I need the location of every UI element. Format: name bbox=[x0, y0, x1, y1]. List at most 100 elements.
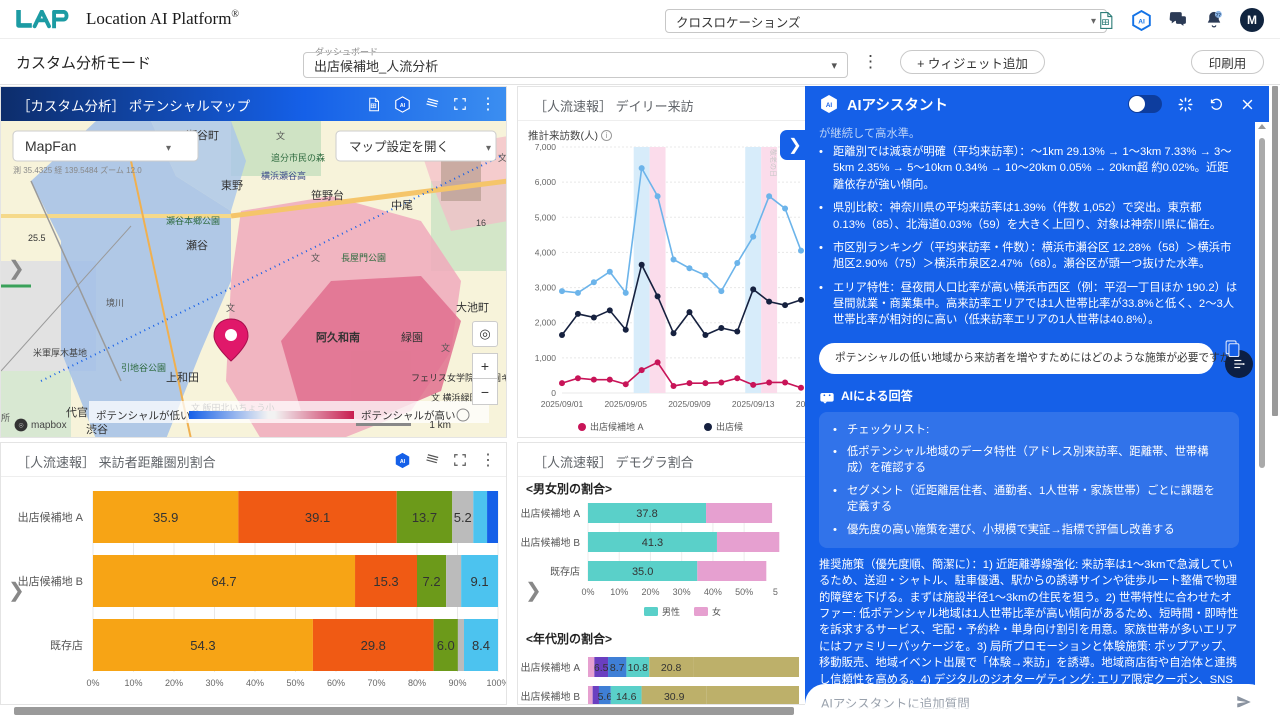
svg-text:5,000: 5,000 bbox=[535, 212, 557, 222]
svg-text:41.3: 41.3 bbox=[642, 537, 663, 549]
svg-text:阿久和南: 阿久和南 bbox=[316, 330, 360, 344]
svg-text:13.7: 13.7 bbox=[412, 510, 437, 525]
svg-text:文: 文 bbox=[441, 342, 450, 353]
svg-text:90%: 90% bbox=[448, 678, 466, 688]
svg-text:100%: 100% bbox=[486, 678, 507, 688]
svg-text:4,000: 4,000 bbox=[535, 247, 557, 257]
svg-text:2025/09/13: 2025/09/13 bbox=[732, 399, 775, 409]
svg-text:MapFan: MapFan bbox=[25, 138, 76, 154]
svg-text:16: 16 bbox=[476, 218, 486, 228]
svg-text:2,000: 2,000 bbox=[535, 318, 557, 328]
svg-text:測 35.4325 経 139.5484 ズーム 12.: 測 35.4325 経 139.5484 ズーム 12.0 bbox=[13, 165, 142, 175]
svg-text:出店候補地 B: 出店候補地 B bbox=[18, 574, 83, 588]
svg-text:中尾: 中尾 bbox=[391, 199, 413, 212]
svg-text:渋谷: 渋谷 bbox=[86, 423, 108, 436]
svg-text:所: 所 bbox=[1, 413, 10, 423]
svg-text:追分市民の森: 追分市民の森 bbox=[271, 152, 325, 163]
svg-text:35.0: 35.0 bbox=[632, 566, 653, 578]
svg-text:50%: 50% bbox=[735, 587, 753, 597]
svg-text:7,000: 7,000 bbox=[535, 142, 557, 152]
svg-text:代官: 代官 bbox=[66, 405, 88, 419]
svg-text:9.1: 9.1 bbox=[471, 574, 489, 589]
svg-text:米軍厚木基地: 米軍厚木基地 bbox=[33, 347, 87, 358]
svg-text:男性: 男性 bbox=[662, 606, 680, 617]
svg-text:39.1: 39.1 bbox=[305, 510, 330, 525]
svg-text:54.3: 54.3 bbox=[190, 638, 215, 653]
svg-text:30.9: 30.9 bbox=[664, 691, 685, 703]
svg-text:出店候補地 B: 出店候補地 B bbox=[521, 690, 581, 703]
svg-text:29.8: 29.8 bbox=[361, 638, 386, 653]
svg-text:既存店: 既存店 bbox=[550, 565, 580, 578]
svg-text:5.2: 5.2 bbox=[454, 510, 472, 525]
svg-text:10%: 10% bbox=[124, 678, 142, 688]
svg-text:文: 文 bbox=[498, 152, 506, 163]
svg-text:50%: 50% bbox=[286, 678, 304, 688]
svg-text:マップ設定を開く: マップ設定を開く bbox=[349, 139, 449, 154]
svg-text:6,000: 6,000 bbox=[535, 177, 557, 187]
svg-text:25.5: 25.5 bbox=[28, 233, 46, 243]
svg-text:40%: 40% bbox=[704, 587, 722, 597]
svg-text:文: 文 bbox=[311, 252, 320, 263]
svg-text:6.5: 6.5 bbox=[594, 662, 609, 674]
svg-text:37.8: 37.8 bbox=[636, 508, 657, 520]
svg-text:60%: 60% bbox=[327, 678, 345, 688]
svg-text:70%: 70% bbox=[367, 678, 385, 688]
svg-text:大池町: 大池町 bbox=[456, 300, 489, 314]
svg-text:7.2: 7.2 bbox=[423, 574, 441, 589]
svg-text:出店候補地 A: 出店候補地 A bbox=[521, 661, 581, 674]
svg-text:20%: 20% bbox=[641, 587, 659, 597]
svg-text:東野: 東野 bbox=[221, 179, 243, 192]
svg-text:出店候補地 A: 出店候補地 A bbox=[521, 507, 581, 520]
svg-text:20%: 20% bbox=[165, 678, 183, 688]
svg-text:既存店: 既存店 bbox=[50, 638, 83, 652]
svg-text:瀬谷: 瀬谷 bbox=[186, 238, 208, 252]
svg-text:14.6: 14.6 bbox=[616, 691, 637, 703]
svg-text:瀬谷本郷公園: 瀬谷本郷公園 bbox=[166, 215, 220, 226]
svg-text:文: 文 bbox=[276, 130, 285, 141]
svg-text:80%: 80% bbox=[408, 678, 426, 688]
svg-text:3,000: 3,000 bbox=[535, 283, 557, 293]
svg-text:上和田: 上和田 bbox=[166, 371, 199, 384]
svg-text:6.0: 6.0 bbox=[437, 638, 455, 653]
svg-text:▾: ▾ bbox=[166, 143, 171, 154]
svg-text:40%: 40% bbox=[246, 678, 264, 688]
svg-text:出店候補地 B: 出店候補地 B bbox=[521, 536, 581, 549]
svg-text:30%: 30% bbox=[673, 587, 691, 597]
svg-text:8.4: 8.4 bbox=[472, 638, 490, 653]
svg-text:AI: AI bbox=[400, 102, 406, 108]
svg-text:笹野台: 笹野台 bbox=[311, 188, 344, 202]
svg-text:2025/09/01: 2025/09/01 bbox=[541, 399, 584, 409]
svg-text:0%: 0% bbox=[86, 678, 99, 688]
svg-text:文: 文 bbox=[226, 302, 235, 313]
svg-text:AI: AI bbox=[400, 458, 406, 464]
svg-text:1,000: 1,000 bbox=[535, 353, 557, 363]
svg-text:64.7: 64.7 bbox=[211, 574, 236, 589]
svg-text:5.6: 5.6 bbox=[598, 691, 613, 703]
svg-text:35.9: 35.9 bbox=[153, 510, 178, 525]
svg-text:長屋門公園: 長屋門公園 bbox=[341, 253, 386, 263]
svg-text:☉: ☉ bbox=[18, 422, 23, 429]
svg-text:2025/09/05: 2025/09/05 bbox=[604, 399, 647, 409]
svg-text:15.3: 15.3 bbox=[373, 574, 398, 589]
svg-text:出店候補地 A: 出店候補地 A bbox=[590, 421, 644, 432]
svg-text:▾: ▾ bbox=[486, 143, 491, 154]
svg-text:10.8: 10.8 bbox=[628, 662, 649, 674]
svg-text:出店候: 出店候 bbox=[716, 421, 743, 432]
svg-text:20.8: 20.8 bbox=[661, 662, 682, 674]
svg-text:AI: AI bbox=[1138, 18, 1145, 25]
svg-text:出店候補地 A: 出店候補地 A bbox=[18, 510, 84, 524]
svg-text:5: 5 bbox=[773, 587, 778, 597]
svg-text:ポテンシャルが低い: ポテンシャルが低い bbox=[96, 409, 191, 422]
svg-text:8.7: 8.7 bbox=[610, 662, 625, 674]
svg-text:敬老の日: 敬老の日 bbox=[769, 149, 778, 177]
svg-text:0: 0 bbox=[551, 388, 556, 398]
svg-text:10%: 10% bbox=[610, 587, 628, 597]
svg-text:30%: 30% bbox=[205, 678, 223, 688]
svg-text:0%: 0% bbox=[581, 587, 594, 597]
svg-text:<男女別の割合>: <男女別の割合> bbox=[526, 481, 612, 496]
svg-text:境川: 境川 bbox=[106, 297, 124, 308]
svg-text:2025/09/09: 2025/09/09 bbox=[668, 399, 711, 409]
svg-text:AI: AI bbox=[826, 102, 833, 109]
svg-text:女: 女 bbox=[712, 606, 721, 617]
svg-text:緑園: 緑園 bbox=[401, 330, 423, 344]
